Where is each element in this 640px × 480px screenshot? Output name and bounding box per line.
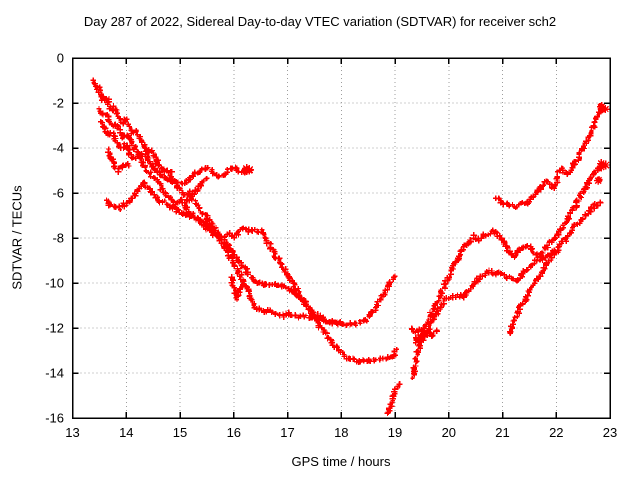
svg-text:14: 14 [119,425,133,440]
svg-text:-6: -6 [52,186,64,201]
svg-text:22: 22 [549,425,563,440]
axis-ticks [71,57,611,419]
svg-text:13: 13 [65,425,79,440]
svg-text:17: 17 [280,425,294,440]
svg-text:18: 18 [334,425,348,440]
tick-labels: 13 14 15 16 17 18 19 20 21 22 23 0 -2 -4 -6 -8 -10 -12 -14… [45,51,617,441]
isolated-star-marker [594,176,603,185]
data-points-layer [90,77,611,417]
chart-title: Day 287 of 2022, Sidereal Day-to-day VTE… [83,14,557,29]
svg-text:-8: -8 [52,231,64,246]
x-axis-label: GPS time / hours [291,454,391,469]
svg-text:20: 20 [442,425,456,440]
svg-text:-10: -10 [45,276,64,291]
svg-text:19: 19 [388,425,402,440]
gridlines [72,57,611,419]
svg-text:-2: -2 [52,96,64,111]
svg-text:15: 15 [173,425,187,440]
svg-text:-14: -14 [45,366,64,381]
svg-text:-12: -12 [45,321,64,336]
scatter-markers [90,77,611,417]
svg-text:16: 16 [227,425,241,440]
svg-text:0: 0 [57,51,64,66]
svg-text:-4: -4 [52,141,64,156]
svg-text:23: 23 [603,425,617,440]
svg-text:-16: -16 [45,411,64,426]
svg-text:21: 21 [495,425,509,440]
